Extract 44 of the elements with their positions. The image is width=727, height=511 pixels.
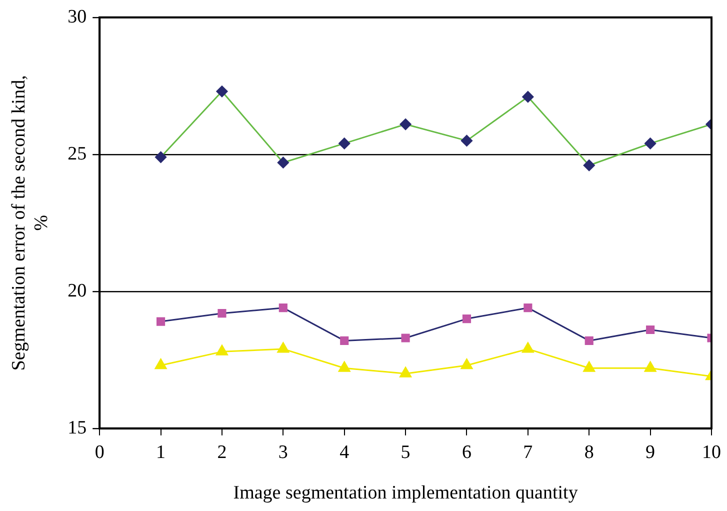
x-tick-label: 8 xyxy=(584,442,594,463)
point xyxy=(644,138,656,150)
point xyxy=(338,138,350,150)
x-tick-label: 2 xyxy=(217,442,227,463)
point xyxy=(340,336,349,346)
y-tick-label: 30 xyxy=(68,6,87,28)
y-axis-title: Segmentation error of the second kind, % xyxy=(8,75,52,371)
point xyxy=(277,156,289,168)
point xyxy=(462,314,472,324)
point xyxy=(583,361,596,372)
x-tick-label: 9 xyxy=(646,442,656,463)
point xyxy=(460,358,473,370)
x-tick-label: 10 xyxy=(702,442,721,463)
point xyxy=(277,342,290,353)
point xyxy=(460,134,472,146)
x-tick-label: 0 xyxy=(94,442,104,463)
x-tick-label: 7 xyxy=(523,442,533,463)
x-axis-title: Image segmentation implementation quantity xyxy=(233,482,578,504)
point xyxy=(338,361,350,372)
point xyxy=(646,325,655,334)
x-tick-label: 6 xyxy=(462,442,472,463)
point xyxy=(400,118,412,130)
point xyxy=(278,304,288,312)
x-tick-label: 1 xyxy=(156,442,166,463)
y-tick-label: 25 xyxy=(68,143,87,164)
point xyxy=(584,336,594,346)
x-tick-label: 4 xyxy=(340,442,350,463)
point xyxy=(156,317,166,326)
point xyxy=(400,366,412,378)
point xyxy=(155,151,167,163)
point xyxy=(401,334,410,342)
point xyxy=(154,358,167,370)
point xyxy=(216,344,228,356)
point xyxy=(522,91,534,103)
point xyxy=(644,361,656,372)
point xyxy=(522,342,534,353)
point xyxy=(218,309,226,318)
point xyxy=(524,304,532,312)
y-tick-label: 20 xyxy=(68,280,87,302)
point xyxy=(216,86,228,98)
point xyxy=(583,160,595,172)
y-tick-label: 15 xyxy=(68,417,87,438)
x-tick-label: 3 xyxy=(278,442,288,463)
x-tick-label: 5 xyxy=(400,442,410,463)
